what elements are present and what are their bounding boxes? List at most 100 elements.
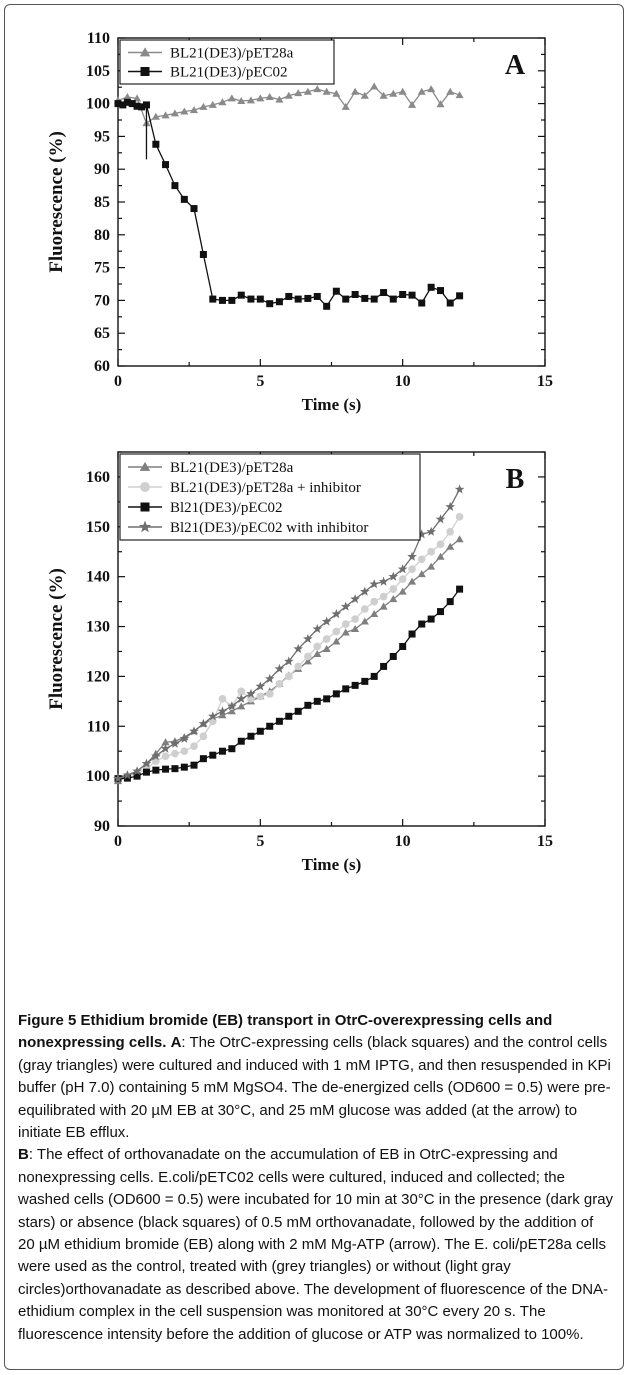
legend-marker bbox=[139, 461, 151, 471]
data-point bbox=[255, 681, 266, 691]
panel-label: A bbox=[505, 50, 526, 81]
data-point bbox=[389, 595, 398, 603]
data-point bbox=[180, 763, 188, 771]
data-point bbox=[370, 610, 379, 618]
data-point bbox=[418, 620, 426, 628]
y-tick-label: 130 bbox=[86, 619, 110, 636]
data-point bbox=[417, 555, 426, 564]
data-point bbox=[388, 571, 399, 581]
data-point bbox=[237, 702, 246, 710]
data-point bbox=[256, 727, 264, 735]
data-point bbox=[161, 111, 170, 119]
data-point bbox=[322, 635, 331, 643]
data-point bbox=[209, 295, 217, 303]
chart-a: 0 5 10 15 60 65 70 75 80 85 90 95 100 105 110 Time (s) F… bbox=[46, 30, 553, 414]
data-point bbox=[418, 299, 426, 307]
data-point bbox=[199, 755, 207, 763]
data-point bbox=[304, 701, 312, 709]
data-point bbox=[209, 751, 217, 759]
data-point bbox=[198, 718, 209, 728]
y-tick-label: 80 bbox=[94, 227, 110, 244]
x-axis-label: Time (s) bbox=[302, 855, 362, 874]
y-tick-label: 110 bbox=[87, 30, 110, 47]
data-point bbox=[284, 656, 294, 666]
data-point bbox=[256, 94, 265, 102]
data-point bbox=[236, 693, 247, 703]
data-point bbox=[351, 681, 359, 689]
data-point bbox=[361, 294, 369, 302]
data-point bbox=[369, 579, 379, 589]
data-point bbox=[351, 87, 360, 95]
data-point bbox=[378, 576, 389, 586]
data-point bbox=[446, 598, 454, 606]
x-tick-label: 15 bbox=[537, 833, 553, 850]
legend-label: Bl21(DE3)/pEC02 with inhibitor bbox=[170, 520, 368, 536]
data-point bbox=[180, 107, 189, 115]
data-point bbox=[227, 701, 237, 711]
y-tick-label: 90 bbox=[94, 161, 110, 178]
data-point bbox=[446, 527, 455, 536]
data-point bbox=[294, 707, 302, 715]
data-point bbox=[437, 608, 445, 616]
data-point bbox=[171, 765, 179, 773]
panel-label: B bbox=[506, 464, 525, 495]
legend-label: BL21(DE3)/pET28a + inhibitor bbox=[170, 480, 361, 496]
figure-caption: Figure 5 Ethidium bromide (EB) transport… bbox=[18, 1010, 614, 1346]
data-point bbox=[360, 605, 369, 613]
data-point bbox=[340, 601, 351, 611]
x-tick-label: 5 bbox=[256, 373, 264, 390]
data-point bbox=[119, 101, 127, 109]
data-point bbox=[190, 205, 198, 213]
caption-part-b-label: B bbox=[18, 1146, 29, 1164]
y-tick-label: 140 bbox=[86, 569, 110, 586]
data-point bbox=[218, 296, 226, 304]
data-point bbox=[370, 82, 379, 90]
data-point bbox=[247, 295, 255, 303]
data-point bbox=[437, 287, 445, 295]
data-point bbox=[398, 587, 407, 595]
data-point bbox=[294, 295, 302, 303]
data-point bbox=[398, 87, 407, 95]
data-point bbox=[322, 87, 331, 95]
data-point bbox=[323, 695, 331, 703]
data-point bbox=[227, 707, 236, 715]
data-point bbox=[247, 694, 255, 703]
data-point bbox=[256, 295, 264, 303]
data-point bbox=[199, 732, 208, 741]
data-point bbox=[304, 652, 312, 661]
data-point bbox=[416, 529, 427, 539]
data-point bbox=[435, 514, 446, 524]
x-axis-label: Time (s) bbox=[302, 395, 362, 414]
data-point bbox=[408, 630, 416, 638]
data-point bbox=[123, 98, 131, 106]
data-point bbox=[427, 547, 435, 556]
data-point bbox=[313, 292, 321, 300]
data-point bbox=[342, 295, 350, 303]
data-point bbox=[436, 100, 445, 108]
data-point bbox=[312, 623, 323, 634]
data-point bbox=[237, 291, 245, 299]
data-point bbox=[217, 706, 228, 716]
data-point bbox=[142, 768, 150, 776]
y-tick-label: 90 bbox=[94, 818, 110, 835]
data-point bbox=[133, 94, 142, 102]
data-point bbox=[408, 291, 416, 299]
data-point bbox=[436, 540, 445, 549]
y-axis-label: Fluorescence (%) bbox=[46, 131, 67, 273]
data-point bbox=[133, 772, 141, 780]
data-point bbox=[332, 627, 341, 636]
y-tick-label: 60 bbox=[94, 358, 110, 375]
y-tick-label: 110 bbox=[87, 718, 110, 735]
legend-marker bbox=[140, 482, 150, 492]
data-point bbox=[170, 109, 179, 117]
data-point bbox=[389, 295, 397, 303]
data-point bbox=[323, 302, 331, 310]
data-point bbox=[190, 761, 198, 769]
data-point bbox=[370, 672, 378, 680]
data-point bbox=[427, 85, 436, 93]
legend-marker bbox=[138, 520, 152, 533]
data-point bbox=[303, 87, 312, 95]
data-point bbox=[128, 100, 136, 108]
legend-label: BL21(DE3)/pEC02 bbox=[170, 65, 288, 81]
data-point bbox=[454, 484, 465, 494]
